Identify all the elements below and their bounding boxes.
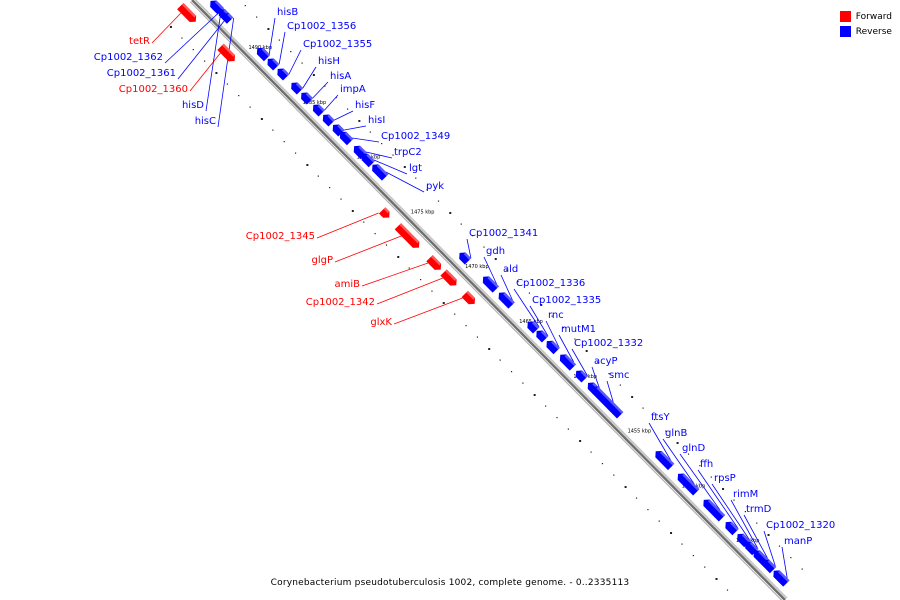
gene-arrow-ald — [498, 292, 515, 309]
gene-label-hisA: hisA — [330, 71, 351, 82]
gene-features — [177, 0, 790, 587]
gene-label-mutM1: mutM1 — [561, 324, 596, 335]
scale-tick-label: 1475 kbp — [411, 209, 435, 215]
genome-backbone — [189, 0, 788, 600]
gene-label-tetR: tetR — [129, 36, 150, 47]
gene-label-amiB: amiB — [334, 279, 360, 290]
gene-label-glnD: glnD — [682, 443, 705, 454]
gene-label-rimM: rimM — [733, 489, 758, 500]
forward-swatch — [839, 11, 851, 22]
genome-caption: Corynebacterium pseudotuberculosis 1002,… — [270, 578, 630, 588]
scale-tick-label: 1485 kbp — [303, 100, 327, 106]
gene-arrow-hisH — [291, 82, 304, 95]
gene-arrow-hisA — [301, 92, 314, 105]
gene-label-Cp1002_1336: Cp1002_1336 — [516, 278, 585, 289]
gene-arrow-Cp1002_1341 — [459, 252, 472, 265]
gene-arrow-Cp1002_1349 — [339, 131, 354, 146]
gene-label-trmD: trmD — [746, 504, 772, 515]
gene-arrow-hisC — [222, 13, 234, 24]
gene-label-Cp1002_1342: Cp1002_1342 — [306, 297, 375, 308]
gene-arrow-mutM1 — [559, 354, 577, 371]
gene-label-Cp1002_1360: Cp1002_1360 — [119, 84, 188, 95]
gene-arrow-amiB — [426, 255, 442, 270]
gene-arrow-gdh — [482, 276, 500, 293]
gene-arrow-Cp1002_1320 — [762, 559, 777, 574]
gene-arrow-Cp1002_1356 — [267, 58, 280, 71]
gene-label-Cp1002_1349: Cp1002_1349 — [381, 131, 450, 142]
gene-label-Cp1002_1355: Cp1002_1355 — [303, 39, 372, 50]
gene-label-hisB: hisB — [277, 7, 298, 18]
gene-label-Cp1002_1332: Cp1002_1332 — [574, 338, 643, 349]
scale-tick-label: 1470 kbp — [465, 264, 489, 270]
background-dot-grid — [169, 5, 803, 591]
legend-forward-label: Forward — [855, 11, 892, 22]
gene-labels: tetRCp1002_1362Cp1002_1361Cp1002_1360his… — [94, 7, 835, 547]
gene-arrow-Cp1002_1335 — [536, 330, 549, 343]
gene-label-manP: manP — [784, 536, 812, 547]
gene-label-hisI: hisI — [368, 115, 385, 126]
gene-arrow-Cp1002_1360 — [217, 43, 235, 62]
gene-label-acyP: acyP — [594, 356, 618, 367]
gene-arrow-Cp1002_1332 — [575, 370, 588, 383]
label-leader-lines — [151, 5, 788, 579]
gene-arrow-ffh — [725, 521, 739, 536]
gene-arrow-glxK — [461, 290, 476, 305]
gene-label-hisH: hisH — [318, 56, 340, 67]
gene-arrow-Cp1002_1336 — [527, 321, 540, 334]
gene-label-ffh: ffh — [700, 459, 713, 470]
gene-arrow-smc — [591, 386, 624, 419]
gene-label-Cp1002_1335: Cp1002_1335 — [532, 295, 601, 306]
legend-reverse: Reverse — [839, 24, 892, 39]
gene-label-lgt: lgt — [409, 163, 422, 174]
gene-arrow-pyk — [372, 164, 389, 181]
gene-arrow-glnB — [677, 473, 700, 496]
legend-forward: Forward — [839, 9, 892, 24]
gene-label-Cp1002_1320: Cp1002_1320 — [766, 520, 835, 531]
gene-label-trpC2: trpC2 — [394, 147, 422, 158]
gene-label-rnc: rnc — [548, 310, 564, 321]
gene-label-hisC: hisC — [195, 116, 216, 127]
gene-arrow-ftsY — [655, 450, 675, 471]
scale-tick-label: 1455 kbp — [628, 429, 652, 435]
reverse-swatch — [839, 26, 851, 37]
gene-label-pyk: pyk — [426, 181, 444, 192]
gene-arrow-hisF — [322, 114, 335, 127]
gene-label-Cp1002_1361: Cp1002_1361 — [107, 68, 176, 79]
gene-label-hisF: hisF — [355, 100, 375, 111]
gene-arrow-rnc — [546, 340, 560, 355]
gene-arrow-glnD — [703, 499, 726, 522]
gene-arrow-Cp1002_1342 — [440, 269, 457, 286]
gene-arrow-Cp1002_1345 — [378, 207, 390, 218]
gene-label-glnB: glnB — [665, 428, 687, 439]
strand-legend: Forward Reverse — [839, 9, 892, 39]
gene-label-gdh: gdh — [486, 246, 505, 257]
gene-arrow-hisD — [210, 0, 223, 13]
gene-label-rpsP: rpsP — [714, 473, 736, 484]
gene-label-ald: ald — [503, 264, 518, 275]
gene-arrow-Cp1002_1355 — [277, 68, 290, 81]
gene-label-Cp1002_1341: Cp1002_1341 — [469, 228, 538, 239]
gene-label-Cp1002_1345: Cp1002_1345 — [246, 231, 315, 242]
gene-label-Cp1002_1362: Cp1002_1362 — [94, 52, 163, 63]
gene-arrow-tetR — [177, 2, 197, 23]
gene-arrow-glgP — [394, 223, 420, 248]
gene-arrow-manP — [773, 570, 790, 587]
gene-arrow-hisI — [332, 124, 345, 137]
gene-label-impA: impA — [340, 84, 366, 95]
gene-label-glxK: glxK — [370, 317, 392, 328]
gene-arrow-impA — [312, 104, 325, 117]
gene-label-glgP: glgP — [311, 255, 333, 266]
gene-label-smc: smc — [609, 370, 629, 381]
gene-label-Cp1002_1356: Cp1002_1356 — [287, 21, 356, 32]
gene-label-hisD: hisD — [182, 100, 204, 111]
gene-arrow-lgt — [361, 153, 376, 168]
gene-arrow-hisB — [256, 47, 271, 62]
legend-reverse-label: Reverse — [855, 26, 892, 37]
gene-label-ftsY: ftsY — [651, 412, 670, 423]
